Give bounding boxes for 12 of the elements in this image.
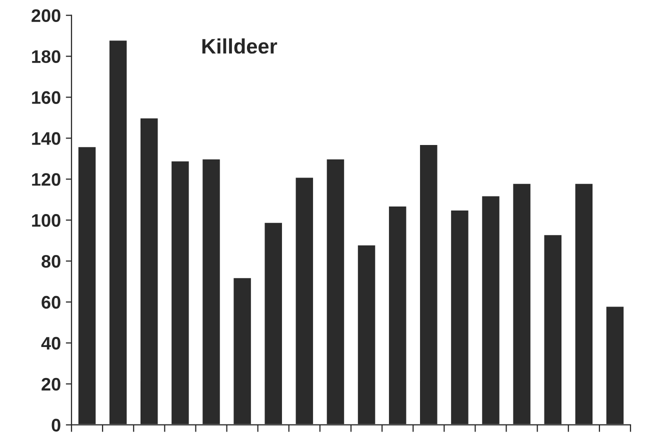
y-tick-label: 80 — [42, 254, 60, 268]
y-tick-label: 140 — [32, 132, 60, 145]
y-tick-label: 100 — [32, 214, 60, 227]
y-tick-label: 160 — [32, 91, 60, 104]
y-tick-label: 20 — [42, 378, 60, 391]
y-tick-label: 120 — [32, 173, 60, 186]
y-tick-label: 60 — [42, 296, 60, 309]
y-tick-label: 0 — [52, 418, 60, 432]
text: Killdeer — [202, 38, 278, 54]
y-tick-label: 180 — [32, 50, 60, 64]
y-tick-label: 200 — [32, 9, 60, 22]
y-tick-label: 40 — [41, 336, 60, 350]
